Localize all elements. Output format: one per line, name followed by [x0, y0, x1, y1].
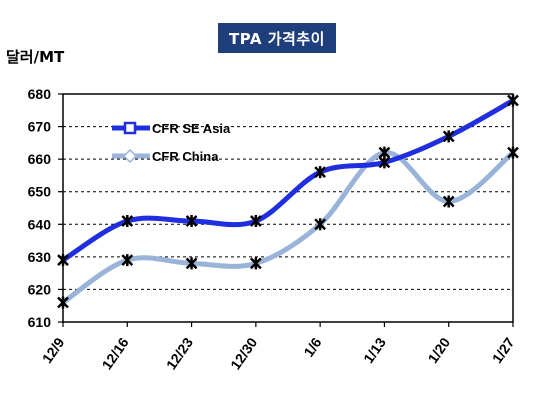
- data-point: [57, 254, 69, 267]
- data-point: [314, 166, 327, 179]
- x-tick-label: 1/20: [424, 334, 453, 366]
- data-point: [507, 94, 519, 107]
- y-tick-label: 670: [28, 119, 52, 135]
- legend-label: CFR China: [152, 149, 219, 164]
- data-point: [507, 146, 519, 159]
- y-tick-label: 630: [28, 249, 52, 265]
- series-line: [60, 150, 516, 305]
- data-point: [57, 296, 69, 309]
- x-tick-labels: 12/9 12/16 12/23 12/30 1/6 1/13 1/20 1/27: [39, 322, 518, 372]
- y-tick-label: 620: [28, 281, 52, 297]
- data-point: [378, 146, 391, 159]
- x-tick-label: 1/27: [489, 334, 518, 366]
- legend: CFR SE Asia CFR China: [112, 121, 231, 164]
- series-line: [60, 98, 516, 263]
- x-tick-label: 12/16: [99, 334, 132, 372]
- y-tick-label: 640: [28, 216, 52, 232]
- legend-square-marker: [123, 121, 137, 135]
- x-tick-label: 1/13: [360, 334, 389, 366]
- x-tick-label: 12/23: [163, 334, 196, 372]
- y-axis-label: 달러/MT: [6, 48, 65, 66]
- legend-label: CFR SE Asia: [152, 121, 231, 136]
- data-point: [442, 130, 455, 143]
- data-point: [249, 215, 262, 228]
- x-tick-label: 1/6: [300, 334, 324, 359]
- data-point: [442, 195, 455, 208]
- y-tick-label: 680: [28, 86, 52, 102]
- data-point: [185, 215, 198, 228]
- y-tick-label: 660: [28, 151, 52, 167]
- data-point: [249, 257, 262, 270]
- chart-title: TPA 가격추이: [218, 23, 336, 53]
- x-tick-label: 12/30: [227, 334, 260, 372]
- legend-diamond-marker: [122, 148, 138, 164]
- plot-area: [62, 93, 514, 323]
- data-point: [121, 215, 134, 228]
- data-point: [121, 254, 134, 267]
- series-layer: [57, 94, 519, 309]
- data-point: [314, 218, 327, 231]
- data-point: [185, 257, 198, 270]
- y-tick-labels: 610 620 630 640 650 660 670 680: [28, 86, 63, 330]
- y-tick-label: 650: [28, 184, 52, 200]
- x-tick-label: 12/9: [39, 334, 68, 366]
- y-tick-label: 610: [28, 314, 52, 330]
